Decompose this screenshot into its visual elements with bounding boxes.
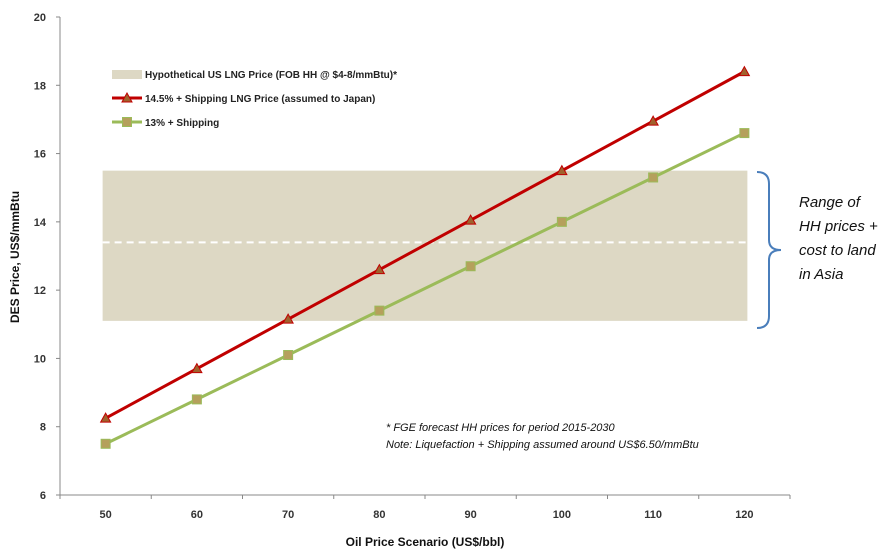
series-1-point	[99, 412, 112, 423]
legend-label-series-2: 13% + Shipping	[145, 118, 219, 129]
y-tick-label: 18	[34, 80, 46, 92]
series-1-point	[556, 164, 568, 176]
series-1-point	[373, 263, 386, 275]
range-bracket	[756, 171, 782, 329]
footnote-line-1: * FGE forecast HH prices for period 2015…	[386, 422, 616, 434]
bracket-label-line-4: in Asia	[799, 266, 843, 283]
bracket-label-line-2: HH prices +	[799, 218, 878, 235]
series-line-1	[104, 70, 746, 420]
series-1-point	[464, 214, 477, 225]
series-2-point	[739, 128, 750, 139]
x-tick-label: 90	[465, 509, 477, 521]
bracket-label-line-3: cost to land	[799, 242, 876, 259]
x-tick-label: 120	[735, 509, 753, 521]
legend-label-band: Hypothetical US LNG Price (FOB HH @ $4-8…	[145, 70, 397, 81]
series-2-point	[100, 438, 111, 449]
series-1-point	[647, 115, 659, 126]
bracket-label-line-1: Range of	[799, 194, 862, 211]
y-tick-label: 10	[34, 353, 46, 365]
series-2-point	[648, 172, 659, 183]
y-tick-label: 20	[34, 12, 46, 24]
legend-label-series-1: 14.5% + Shipping LNG Price (assumed to J…	[145, 94, 375, 105]
y-tick-label: 8	[40, 422, 46, 434]
series-line-2	[104, 131, 746, 446]
x-tick-label: 70	[282, 509, 294, 521]
x-tick-label: 50	[100, 509, 112, 521]
series-2-point	[191, 394, 202, 405]
series-2-point	[556, 216, 567, 227]
x-tick-label: 80	[373, 509, 385, 521]
legend-marker-series-2	[122, 117, 132, 127]
y-axis-title: DES Price, US$/mmBtu	[8, 191, 22, 323]
y-tick-label: 14	[34, 217, 47, 229]
x-tick-label: 100	[553, 509, 571, 521]
y-tick-label: 12	[34, 285, 46, 297]
legend-swatch-band	[112, 70, 142, 79]
x-tick-label: 60	[191, 509, 203, 521]
y-tick-label: 16	[34, 149, 46, 161]
series-1-point	[738, 65, 751, 77]
y-tick-label: 6	[40, 490, 46, 502]
legend-marker-series-1	[121, 91, 133, 103]
series-2-point	[283, 350, 294, 361]
series-1-point	[191, 362, 203, 374]
series-2-point	[374, 305, 385, 316]
series-1-point	[282, 313, 294, 324]
x-tick-label: 110	[644, 509, 662, 521]
footnote-line-2: Note: Liquefaction + Shipping assumed ar…	[386, 439, 699, 451]
series-2-point	[465, 261, 476, 272]
x-axis-title: Oil Price Scenario (US$/bbl)	[346, 535, 505, 549]
